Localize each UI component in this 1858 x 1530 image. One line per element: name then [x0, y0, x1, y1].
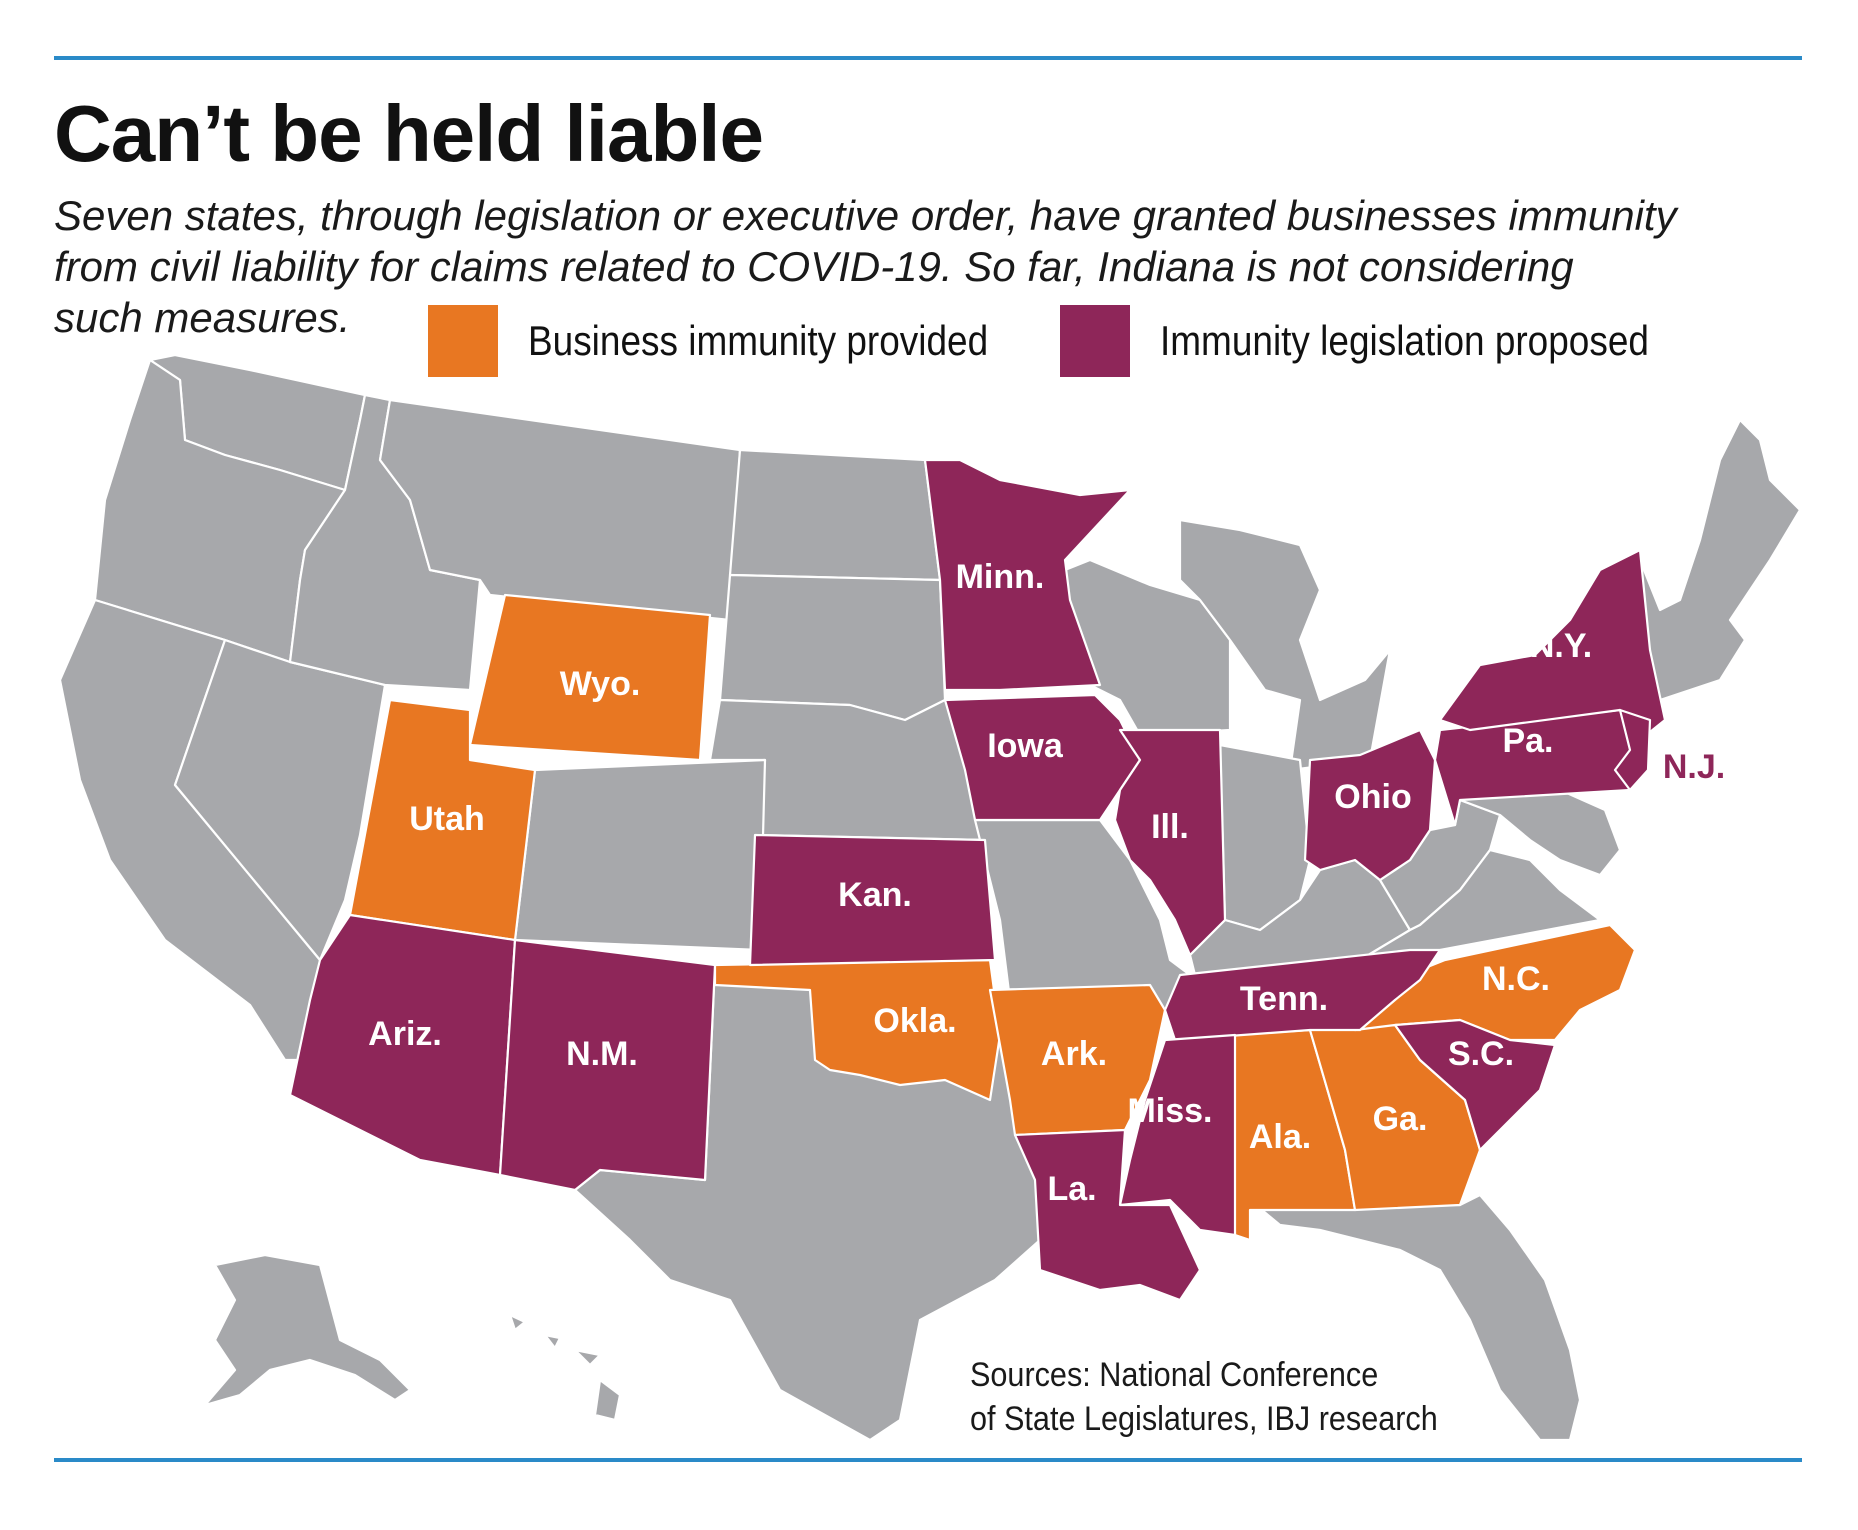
- state-florida: [1248, 1193, 1582, 1442]
- state-arkansas: [988, 983, 1167, 1137]
- state-louisiana: [1013, 1128, 1202, 1302]
- label-new-york: N.Y.: [1530, 627, 1592, 665]
- label-pennsylvania: Pa.: [1502, 722, 1553, 760]
- state-south-dakota: [718, 573, 947, 722]
- label-iowa: Iowa: [987, 727, 1064, 765]
- top-rule: [54, 56, 1802, 60]
- legend-label-provided: Business immunity provided: [528, 317, 989, 364]
- state-maryland-delaware: [1458, 788, 1622, 877]
- state-new-york: [1438, 548, 1667, 742]
- state-illinois: [1113, 728, 1227, 957]
- label-tennessee: Tenn.: [1240, 980, 1328, 1018]
- label-ohio: Ohio: [1334, 778, 1411, 816]
- legend-swatch-purple: [1060, 305, 1130, 377]
- label-mississippi: Miss.: [1127, 1092, 1212, 1130]
- subtitle-line-3: such measures.: [54, 294, 351, 341]
- state-mississippi: [1118, 1033, 1237, 1237]
- state-north-carolina: [1353, 923, 1637, 1042]
- state-north-dakota: [728, 448, 942, 582]
- legend-item-proposed: Immunity legislation proposed: [1060, 305, 1716, 377]
- state-hawaii: [508, 1313, 622, 1422]
- state-minnesota: [923, 458, 1132, 692]
- label-illinois: Ill.: [1151, 808, 1189, 846]
- sources-line-1: Sources: National Conference: [970, 1356, 1379, 1394]
- sources-note: Sources: National Conference of State Le…: [970, 1353, 1438, 1441]
- state-new-jersey: [1613, 708, 1652, 792]
- subtitle: Seven states, through legislation or exe…: [54, 190, 1814, 343]
- state-colorado: [513, 758, 767, 952]
- label-south-carolina: S.C.: [1448, 1035, 1514, 1073]
- legend-item-provided: Business immunity provided: [428, 305, 1051, 377]
- legend-label-proposed: Immunity legislation proposed: [1160, 317, 1649, 364]
- state-wyoming: [468, 593, 712, 762]
- label-new-mexico: N.M.: [566, 1035, 638, 1073]
- subtitle-line-1: Seven states, through legislation or exe…: [54, 192, 1677, 239]
- state-tennessee: [1163, 948, 1442, 1042]
- label-minnesota: Minn.: [956, 558, 1045, 596]
- state-michigan: [1178, 518, 1392, 772]
- label-north-carolina: N.C.: [1482, 960, 1550, 998]
- state-kansas: [748, 833, 997, 967]
- label-arkansas: Ark.: [1041, 1035, 1107, 1073]
- state-ohio: [1303, 728, 1437, 882]
- label-louisiana: La.: [1047, 1170, 1096, 1208]
- legend-swatch-orange: [428, 305, 498, 377]
- page-title: Can’t be held liable: [54, 89, 764, 178]
- subtitle-line-2: from civil liability for claims related …: [54, 243, 1574, 290]
- state-wisconsin: [1063, 558, 1232, 737]
- label-kansas: Kan.: [838, 876, 912, 914]
- label-alabama: Ala.: [1249, 1118, 1311, 1156]
- state-alaska: [203, 1253, 412, 1407]
- label-oklahoma: Okla.: [873, 1002, 956, 1040]
- label-wyoming: Wyo.: [560, 665, 641, 703]
- state-south-carolina: [1393, 1018, 1557, 1152]
- sources-line-2: of State Legislatures, IBJ research: [970, 1400, 1438, 1438]
- label-georgia: Ga.: [1373, 1100, 1428, 1138]
- label-arizona: Ariz.: [368, 1015, 442, 1053]
- label-utah: Utah: [409, 800, 485, 838]
- label-new-jersey: N.J.: [1663, 748, 1725, 786]
- bottom-rule: [54, 1458, 1802, 1462]
- state-new-mexico: [498, 938, 717, 1192]
